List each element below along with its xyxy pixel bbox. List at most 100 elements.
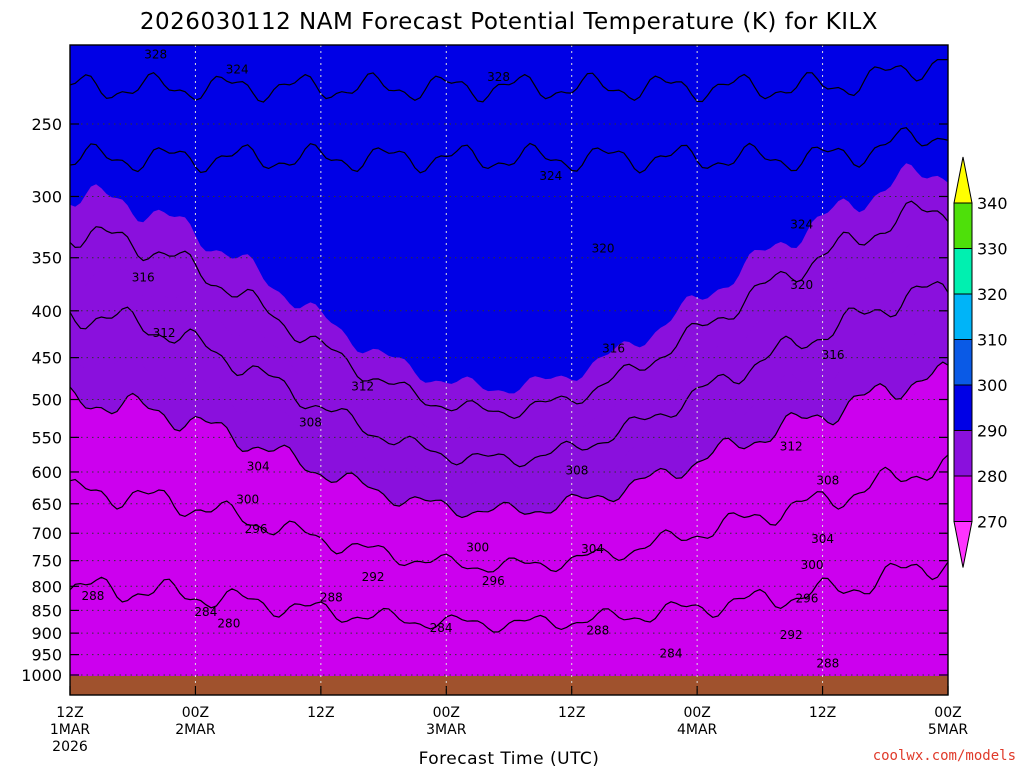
contour-label-23: 296 [482,574,505,588]
colorbar-extend-min [953,521,973,568]
contour-label-text: 288 [816,657,839,671]
isentrope-292 [70,127,948,174]
y-tick-label-800: 800 [31,577,62,596]
y-tick-label-500: 500 [31,391,62,410]
contour-label-text: 296 [482,574,505,588]
y-tick-label-300: 300 [31,187,62,206]
contour-label-text: 308 [816,473,839,487]
contour-label-3: 324 [539,169,562,183]
contour-label-6: 320 [790,278,813,292]
colorbar-segment-6 [953,475,973,522]
colorbar-segment-4 [953,384,973,431]
contour-label-12: 312 [780,440,803,454]
contour-label-21: 300 [801,558,824,572]
y-tick-label-700: 700 [31,524,62,543]
contour-label-text: 316 [602,342,625,356]
contour-lines [70,59,948,633]
contour-label-32: 284 [430,621,453,635]
x-tick-label-84-0: 00Z [934,705,961,721]
contour-label-19: 300 [236,492,259,506]
contour-label-text: 312 [351,380,374,394]
y-tick-label-450: 450 [31,349,62,368]
contour-label-25: 292 [362,570,385,584]
x-tick-label-0-1: 1MAR [50,722,91,738]
contour-label-26: 292 [780,628,803,642]
colorbar-label-340: 340 [977,194,1008,213]
colorbar-label-290: 290 [977,422,1008,441]
contour-label-16: 304 [247,460,270,474]
contour-label-text: 312 [780,440,803,454]
y-tick-label-750: 750 [31,552,62,571]
colorbar-segment-3 [953,339,973,386]
y-tick-label-950: 950 [31,646,62,665]
contour-label-text: 316 [822,348,845,362]
y-tick-label-1000: 1000 [21,666,62,685]
contour-label-text: 280 [217,616,240,630]
contour-label-0: 328 [144,48,167,62]
colorbar: 270 280 290 300 310 320 330 340 [953,156,1008,568]
plot-frame [69,44,949,696]
contour-label-text: 324 [226,63,249,77]
y-tick-label-600: 600 [31,463,62,482]
x-tick-label-0-0: 12Z [56,705,83,721]
contour-label-text: 296 [795,592,818,606]
contour-label-2: 328 [487,70,510,84]
contour-label-text: 328 [144,48,167,62]
contour-labels: 328 324 328 324 324 320 320 316 316 316 312 312 312 3… [82,48,845,671]
chart-title: 2026030112 NAM Forecast Potential Temper… [140,9,878,35]
y-axis: 250 300 350 400 450 500 550 600 650 700 750 800 850 9… [21,115,948,685]
isentrope-288 [70,200,948,420]
y-tick-label-250: 250 [31,115,62,134]
contour-label-27: 288 [82,589,105,603]
colorbar-label-320: 320 [977,285,1008,304]
contour-label-text: 292 [780,628,803,642]
contour-label-text: 292 [362,570,385,584]
x-tick-label-12-1: 2MAR [175,722,216,738]
y-tick-label-550: 550 [31,428,62,447]
isentrope-296 [70,59,948,103]
contour-label-text: 324 [790,218,813,232]
contour-label-text: 328 [487,70,510,84]
ground-bar [70,676,948,695]
y-tick-label-650: 650 [31,495,62,514]
x-tick-label-60-0: 00Z [683,705,710,721]
colorbar-label-330: 330 [977,240,1008,259]
contour-label-text: 300 [801,558,824,572]
contour-label-text: 324 [539,169,562,183]
contour-label-9: 316 [822,348,845,362]
colorbar-label-310: 310 [977,331,1008,350]
x-tick-label-48-0: 12Z [558,705,585,721]
contour-label-22: 296 [245,522,268,536]
isentrope-276 [70,454,948,573]
contour-label-18: 304 [811,532,834,546]
contour-label-text: 288 [320,591,343,605]
contour-label-17: 304 [581,542,604,556]
contour-label-text: 288 [586,623,609,637]
colorbar-segment-5 [953,430,973,477]
contour-label-text: 316 [132,271,155,285]
x-tick-label-72-0: 12Z [809,705,836,721]
colorbar-label-280: 280 [977,467,1008,486]
x-tick-label-24-0: 12Z [307,705,334,721]
contour-label-11: 312 [351,380,374,394]
contour-label-text: 312 [153,326,176,340]
credit-text: coolwx.com/models [873,748,1016,764]
isentrope-280 [70,361,948,519]
contour-label-text: 320 [592,242,615,256]
contour-label-text: 296 [245,522,268,536]
contour-label-34: 280 [217,616,240,630]
contour-label-24: 296 [795,592,818,606]
y-tick-label-900: 900 [31,624,62,643]
contour-label-text: 300 [236,492,259,506]
contour-fill-layer [70,45,948,695]
x-tick-label-84-1: 5MAR [928,722,969,738]
contour-label-13: 308 [299,416,322,430]
colorbar-segment-1 [953,248,973,295]
contour-label-33: 284 [660,646,683,660]
contour-label-text: 308 [299,416,322,430]
y-tick-label-400: 400 [31,302,62,321]
x-tick-label-12-0: 00Z [182,705,209,721]
contour-label-14: 308 [565,464,588,478]
contour-label-text: 304 [811,532,834,546]
